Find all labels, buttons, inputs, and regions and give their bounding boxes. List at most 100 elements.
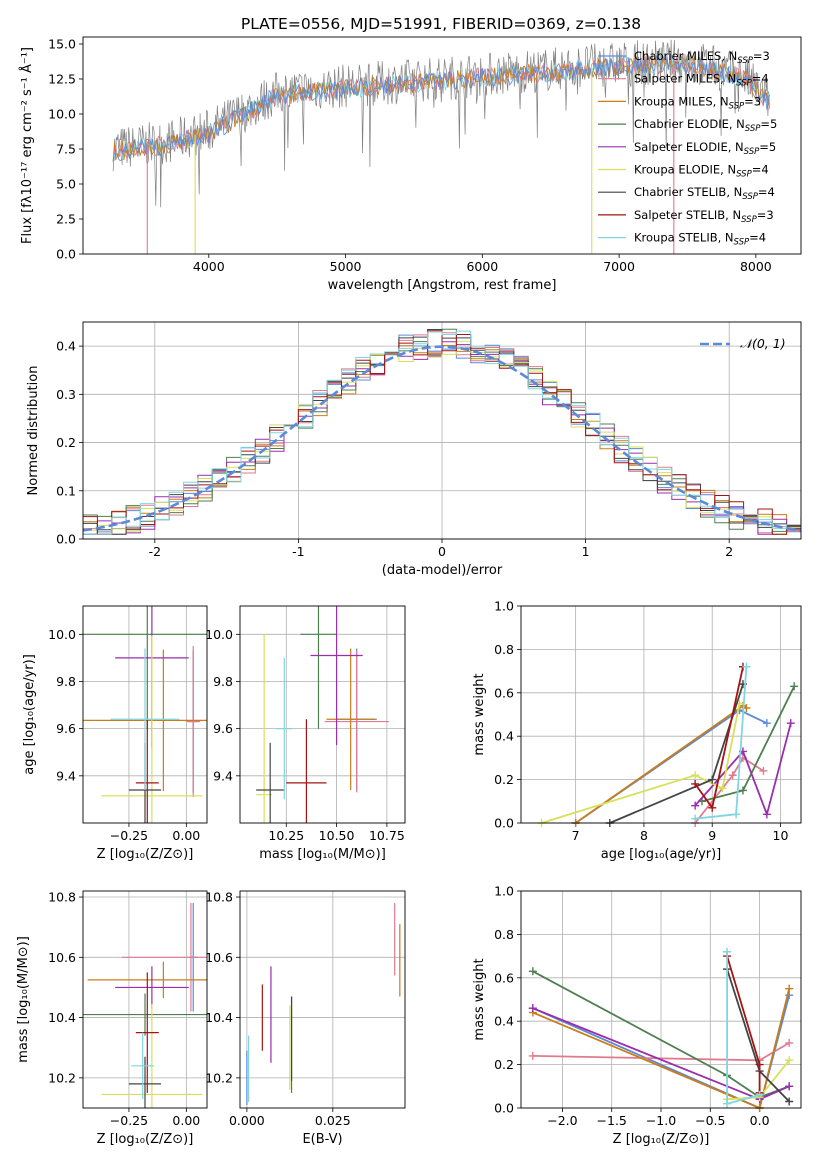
x-tick-label: 10	[773, 828, 789, 843]
y-tick-label: 12.5	[48, 72, 76, 87]
x-tick-label: -2	[149, 544, 161, 559]
x-tick-label: 5000	[330, 259, 362, 274]
x-tick-label: -1	[292, 544, 304, 559]
x-tick-label: 0.000	[229, 1113, 265, 1128]
legend-label: Chabrier STELIB, NSSP=4	[634, 185, 775, 202]
model-spectrum	[112, 55, 770, 162]
x-tick-label: −2.0	[547, 1113, 577, 1128]
y-tick-label: 10.4	[48, 1010, 76, 1025]
panel-age_vs_Z: −0.25 0.00 9.4 9.6 9.8 10.0 Z [log₁₀(Z/Z⊙)] age…	[22, 605, 208, 862]
weight-marker	[691, 779, 700, 788]
y-tick-label: 0.2	[56, 435, 76, 450]
x-tick-label: 6000	[466, 259, 498, 274]
y-tick-label: 0.0	[56, 247, 76, 262]
y-tick-label: 9.6	[213, 721, 233, 736]
y-tick-label: 0.8	[494, 927, 514, 942]
weight-marker	[708, 775, 717, 784]
y-tick-label: 0.4	[494, 729, 514, 744]
legend-label: Chabrier MILES, NSSP=3	[634, 49, 770, 66]
y-tick-label: 9.4	[213, 768, 233, 783]
y-tick-label: 10.0	[205, 627, 233, 642]
y-axis-label: Normed distribution	[26, 366, 41, 496]
y-tick-label: 5.0	[56, 177, 76, 192]
x-tick-label: 10.75	[369, 828, 405, 843]
panel-mass_vs_Z: −0.25 0.00 10.2 10.4 10.6 10.8 Z [log₁₀(Z/Z⊙)]…	[16, 890, 208, 1147]
weight-marker	[708, 803, 717, 812]
x-axis-label: wavelength [Angstrom, rest frame]	[328, 278, 557, 293]
y-tick-label: 15.0	[48, 37, 76, 52]
histograms	[83, 328, 801, 535]
x-tick-label: −0.5	[695, 1113, 725, 1128]
legend-label: Kroupa ELODIE, NSSP=4	[634, 163, 769, 180]
weight-line	[532, 970, 790, 1099]
legend: Chabrier MILES, NSSP=3 Salpeter MILES, NS…	[598, 49, 777, 248]
weight-marker	[691, 801, 700, 810]
y-tick-label: 0.1	[56, 483, 76, 498]
x-tick-label: −1.0	[646, 1113, 676, 1128]
y-tick-label: 0.2	[494, 772, 514, 787]
y-tick-label: 10.6	[48, 950, 76, 965]
plot-frame	[520, 605, 802, 824]
weight-marker	[691, 771, 700, 780]
y-tick-label: 0.4	[494, 1014, 514, 1029]
weight-marker	[728, 771, 737, 780]
x-axis-label: age [log₁₀(age/yr)]	[601, 847, 722, 862]
panel-weight_vs_age: 7 8 9 10 0.0 0.2 0.4 0.6 0.8 1.0 age [log₁₀(age/yr…	[472, 599, 802, 862]
y-tick-label: 10.4	[205, 1010, 233, 1025]
panel-mass_vs_ebv: 0.000 0.025 10.2 10.4 10.6 10.8 E(B-V)	[205, 890, 406, 1147]
y-tick-label: 2.5	[56, 212, 76, 227]
y-axis-label: Flux [fλ10⁻¹⁷ erg cm⁻² s⁻¹ Å⁻¹]	[19, 47, 35, 244]
legend-label: 𝒩(0, 1)	[740, 336, 786, 351]
weight-marker	[762, 810, 771, 819]
y-tick-label: 10.8	[48, 890, 76, 905]
legend-label: Salpeter STELIB, NSSP=3	[634, 208, 774, 225]
x-tick-label: 0.00	[172, 828, 200, 843]
y-axis-label: mass weight	[472, 673, 487, 755]
x-tick-label: 0.00	[172, 1113, 200, 1128]
weight-marker	[723, 947, 732, 956]
y-axis-label: mass weight	[472, 958, 487, 1040]
x-tick-label: 7000	[603, 259, 635, 274]
x-tick-label: 0	[438, 544, 446, 559]
y-tick-label: 9.4	[56, 768, 76, 783]
weight-marker	[785, 1097, 794, 1106]
x-axis-label: mass [log₁₀(M/M⊙)]	[259, 847, 386, 862]
x-tick-label: 9	[708, 828, 716, 843]
y-tick-label: 10.0	[48, 627, 76, 642]
y-axis-label: age [log₁₀(age/yr)]	[22, 654, 37, 775]
plot-frame	[82, 36, 802, 255]
y-axis-label: mass [log₁₀(M/M⊙)]	[16, 936, 31, 1063]
weight-marker	[786, 719, 795, 728]
weight-lines	[537, 662, 799, 827]
weight-marker	[528, 967, 537, 976]
weight-marker	[528, 1051, 537, 1060]
y-tick-label: 0.6	[494, 970, 514, 985]
y-tick-label: 1.0	[494, 884, 514, 899]
weight-marker	[785, 1056, 794, 1065]
panel-weight_vs_Z: −2.0 −1.5 −1.0 −0.5 0.0 0.0 0.2 0.4 0.6 0.8 1.0 Z […	[472, 884, 802, 1147]
y-tick-label: 7.5	[56, 142, 76, 157]
weight-marker	[755, 1090, 764, 1099]
panel-residuals: -2 -1 0 1 2 0.0 0.1 0.2 0.3 0.4 (data-model)/error…	[26, 321, 802, 578]
x-tick-label: 0.0	[750, 1113, 770, 1128]
x-tick-label: 2	[725, 544, 733, 559]
legend-label: Chabrier ELODIE, NSSP=5	[634, 117, 777, 134]
gaussian-curve	[83, 345, 801, 532]
weight-marker	[785, 1038, 794, 1047]
plot-frame	[82, 890, 208, 1109]
errorbars	[83, 903, 207, 1108]
weight-marker	[785, 1082, 794, 1091]
x-tick-label: −1.5	[597, 1113, 627, 1128]
weight-marker	[732, 810, 741, 819]
figure-title: PLATE=0556, MJD=51991, FIBERID=0369, z=0…	[241, 15, 641, 33]
weight-marker	[723, 1099, 732, 1108]
legend-label: Kroupa STELIB, NSSP=4	[634, 231, 766, 248]
weight-marker	[790, 682, 799, 691]
plot-frame	[239, 605, 406, 824]
weight-line	[726, 955, 761, 1093]
y-tick-label: 9.6	[56, 721, 76, 736]
spectrum-lines	[112, 39, 770, 254]
plot-frame	[520, 890, 802, 1109]
errorbars	[83, 606, 207, 823]
